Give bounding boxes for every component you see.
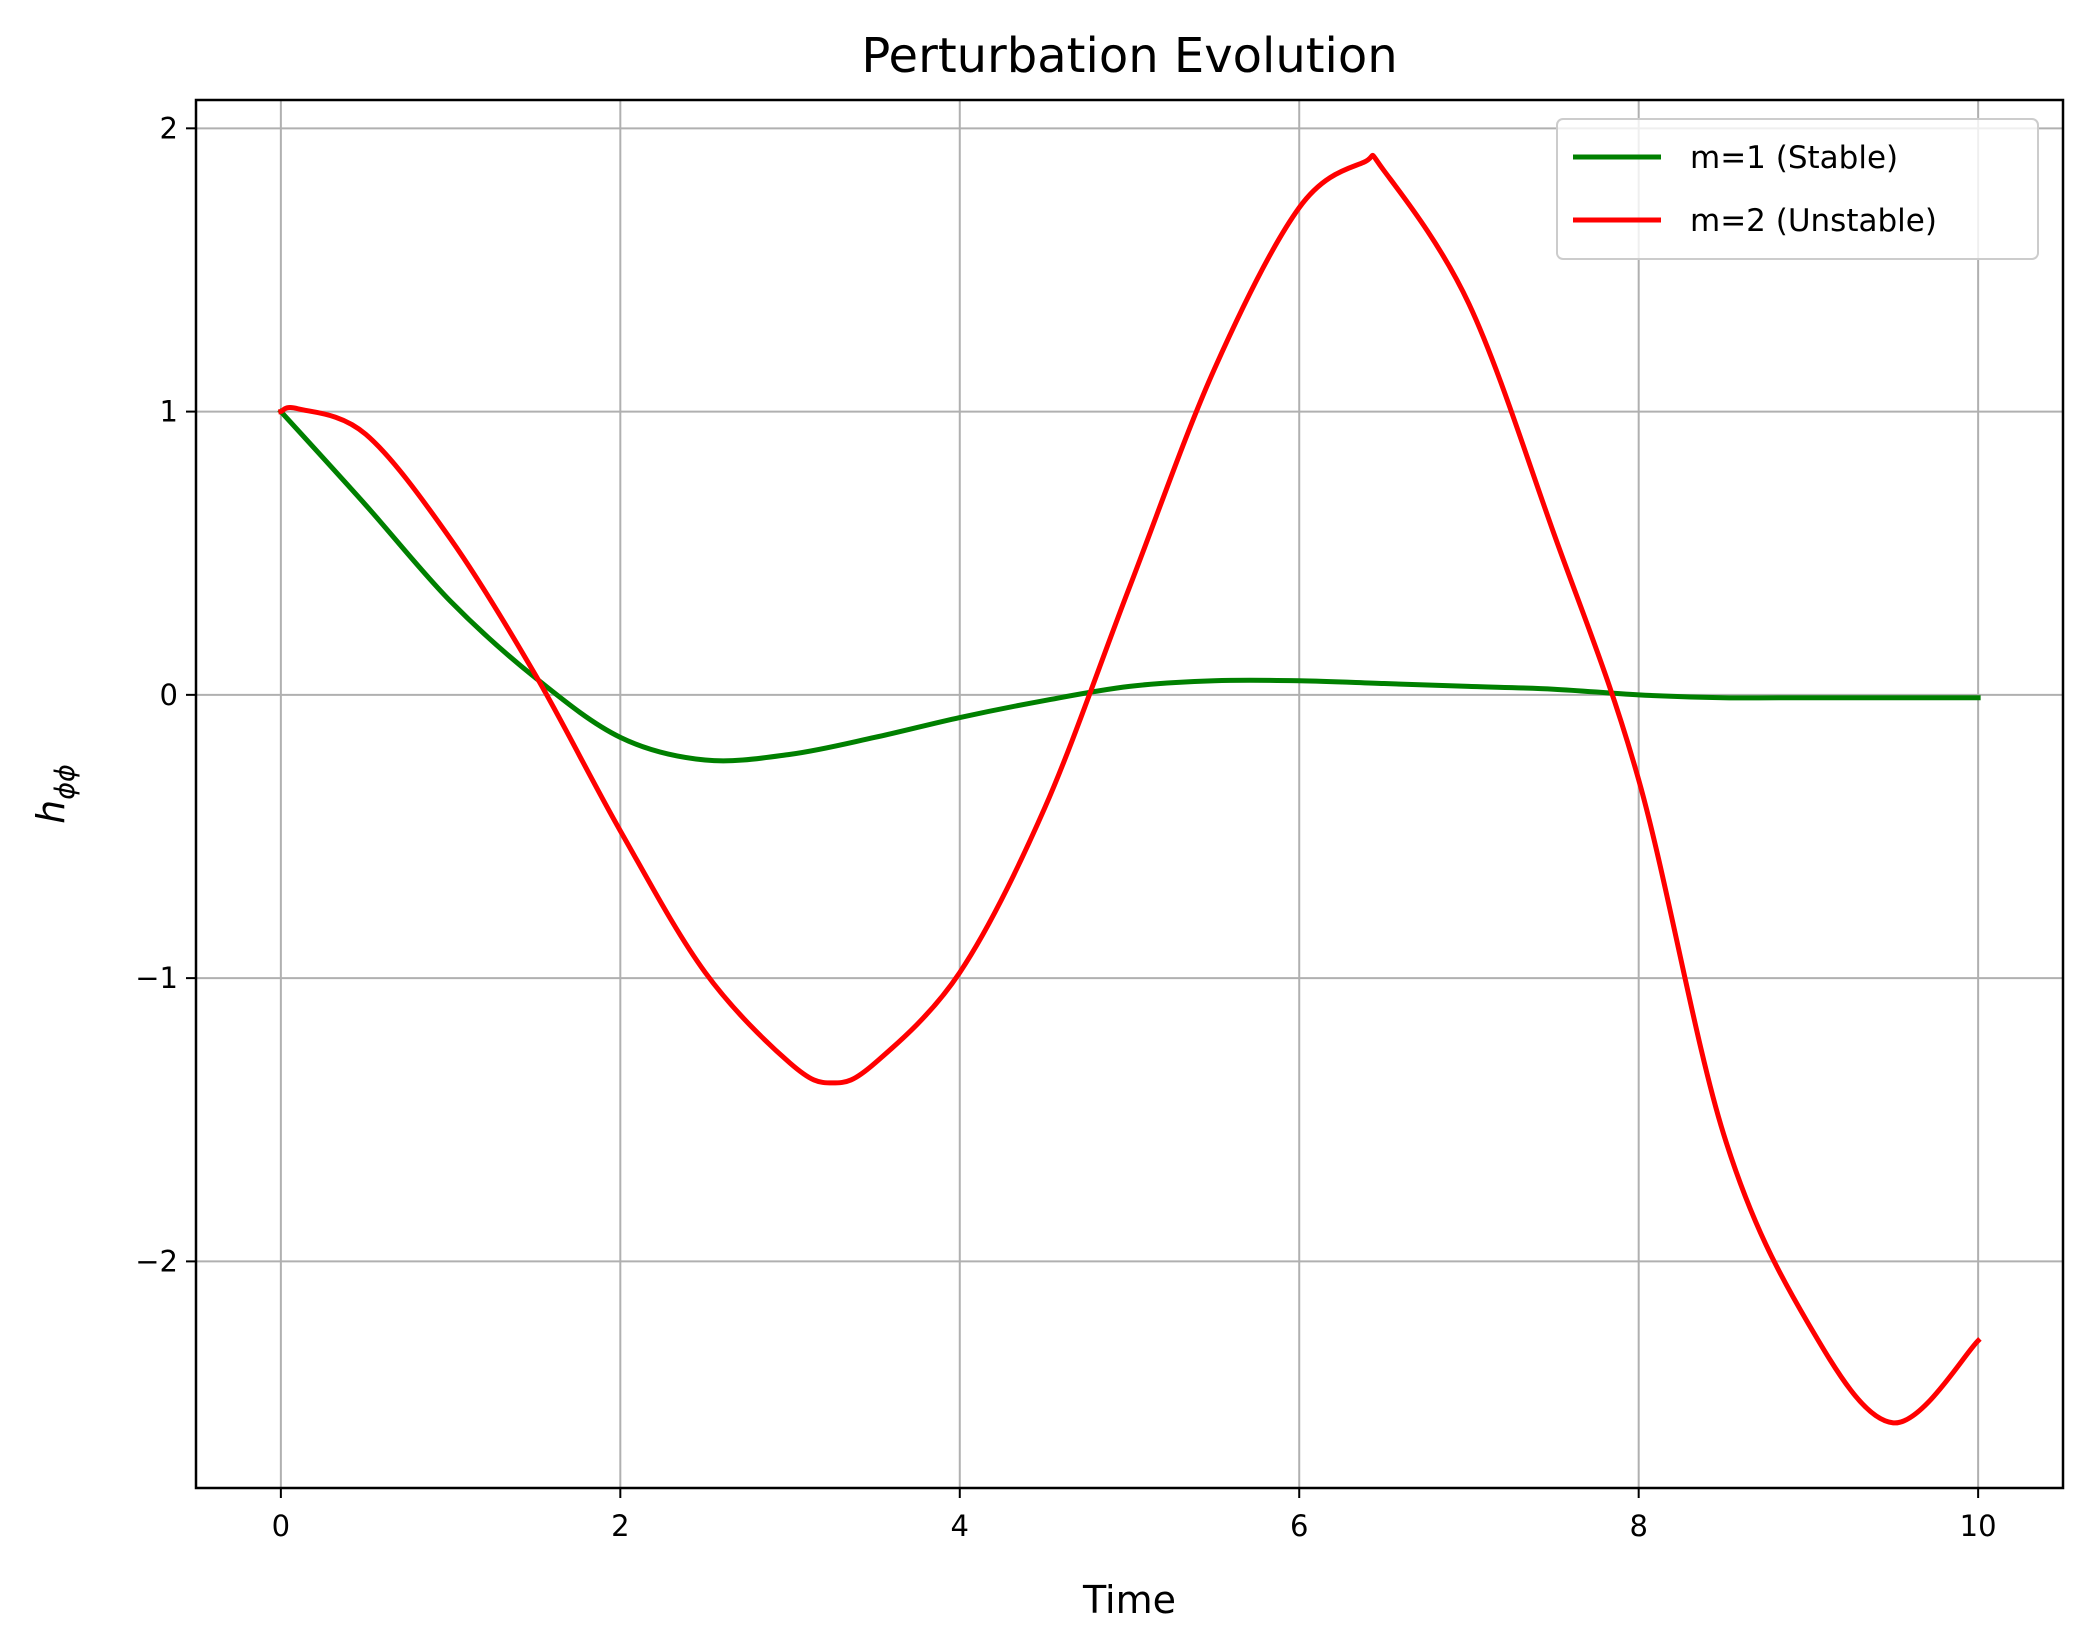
legend-label-1: m=1 (Stable) <box>1690 140 1898 176</box>
legend: m=1 (Stable) m=2 (Unstable) <box>1556 118 2039 260</box>
y-axis-label-subscript: ϕϕ <box>50 764 81 800</box>
x-axis-label: Time <box>1082 1578 1176 1622</box>
y-axis-label-main: h <box>29 800 73 824</box>
y-tick-label: 2 <box>160 111 178 145</box>
legend-box <box>1556 118 2039 260</box>
y-tick-label: 0 <box>160 678 178 712</box>
chart-title: Perturbation Evolution <box>861 28 1397 84</box>
plot-frame <box>194 98 2065 1490</box>
x-tick-label: 6 <box>1290 1509 1308 1543</box>
y-tick-label: 1 <box>160 395 178 429</box>
y-tick-label: −1 <box>135 961 178 995</box>
series-line-2 <box>277 152 1982 1426</box>
x-tick-label: 2 <box>611 1509 629 1543</box>
x-tick-label: 0 <box>272 1509 290 1543</box>
x-tick-label: 4 <box>951 1509 969 1543</box>
y-axis-label: hϕϕ <box>29 764 81 824</box>
x-tick-label: 8 <box>1629 1509 1647 1543</box>
legend-label-2: m=2 (Unstable) <box>1690 203 1937 239</box>
x-tick-label: 10 <box>1960 1509 1997 1543</box>
y-tick-label: −2 <box>135 1244 178 1278</box>
